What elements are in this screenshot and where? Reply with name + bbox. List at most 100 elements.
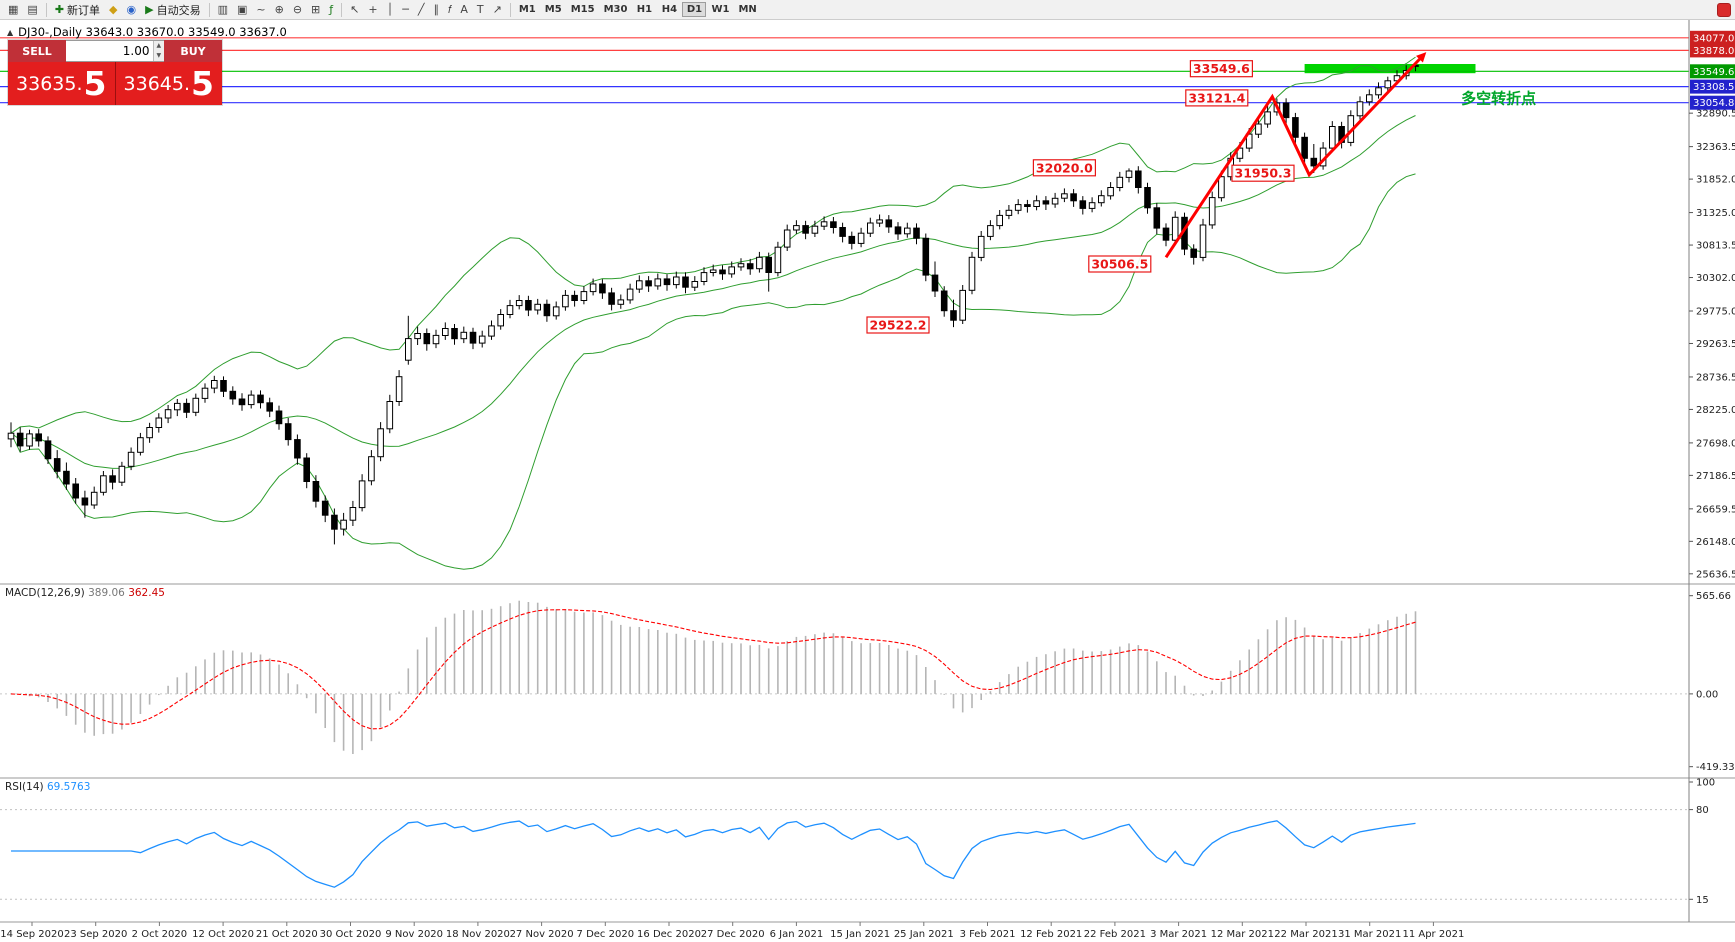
trendline-button[interactable]: ╱ bbox=[414, 1, 429, 19]
timeframe-d1[interactable]: D1 bbox=[682, 2, 707, 17]
candle-body bbox=[395, 376, 403, 403]
autotrade-label: 自动交易 bbox=[156, 3, 201, 17]
channel-icon: ∥ bbox=[433, 3, 439, 16]
label-tool-button[interactable]: T bbox=[473, 1, 488, 19]
candle-body bbox=[857, 232, 865, 244]
trend-zigzag-line[interactable] bbox=[1164, 57, 1422, 259]
candle-body bbox=[312, 481, 320, 502]
candle-body bbox=[950, 310, 957, 321]
candle-body bbox=[331, 514, 338, 530]
timeframe-h4[interactable]: H4 bbox=[661, 4, 678, 15]
candle-body bbox=[543, 303, 551, 317]
autotrade-button[interactable]: ▶ 自动交易 bbox=[141, 1, 204, 19]
candle-body bbox=[26, 433, 33, 447]
crosshair-icon: + bbox=[368, 3, 378, 16]
text-tool-button[interactable]: A bbox=[456, 1, 472, 19]
ask-price[interactable]: 33645. 5 bbox=[115, 62, 222, 105]
candle-body bbox=[636, 280, 643, 290]
date-label: 11 Apr 2021 bbox=[1402, 929, 1464, 940]
timeframe-h1[interactable]: H1 bbox=[636, 4, 653, 15]
crosshair-button[interactable]: + bbox=[364, 1, 381, 19]
candle-body bbox=[321, 500, 329, 516]
indicators-icon: ƒ bbox=[329, 3, 334, 16]
candle-body bbox=[894, 226, 902, 235]
date-label: 31 Mar 2021 bbox=[1338, 929, 1401, 940]
candle-body bbox=[904, 227, 911, 235]
collapse-one-click-icon[interactable]: ▲ bbox=[7, 27, 14, 37]
timeframe-m30[interactable]: M30 bbox=[603, 4, 628, 15]
price-axis-label: 32890.5 bbox=[1696, 109, 1735, 120]
arrow-tool-button[interactable]: ↗ bbox=[489, 1, 506, 19]
candle-body bbox=[284, 423, 292, 441]
new-chart-button[interactable]: ▦ bbox=[4, 1, 22, 19]
timeframe-m15[interactable]: M15 bbox=[570, 4, 595, 15]
ask-price-big-digit: 5 bbox=[191, 64, 214, 103]
arrange-windows-button[interactable]: ⊞ bbox=[307, 1, 324, 19]
candle-body bbox=[996, 214, 1004, 227]
rsi-axis-label: 15 bbox=[1696, 895, 1709, 906]
date-label: 6 Jan 2021 bbox=[770, 929, 824, 940]
timeframe-m1[interactable]: M1 bbox=[518, 4, 536, 15]
channel-button[interactable]: ∥ bbox=[429, 1, 443, 19]
candle-body bbox=[654, 278, 662, 287]
community-button[interactable]: ◉ bbox=[123, 1, 141, 19]
vertical-line-icon: │ bbox=[386, 3, 394, 16]
lot-spin-down-icon[interactable]: ▼ bbox=[153, 51, 164, 61]
community-icon: ◉ bbox=[126, 3, 137, 16]
candle-body bbox=[728, 266, 736, 275]
price-annotation-box bbox=[1231, 164, 1295, 182]
timeframe-m5[interactable]: M5 bbox=[544, 4, 562, 15]
candle-body bbox=[1153, 207, 1161, 229]
candle-body bbox=[922, 237, 930, 276]
chart-title: DJ30-,Daily 33643.0 33670.0 33549.0 3363… bbox=[18, 25, 287, 39]
fibonacci-button[interactable]: 𝑓 bbox=[444, 1, 455, 19]
candle-body bbox=[820, 221, 828, 227]
profiles-button[interactable]: ▤ bbox=[23, 1, 41, 19]
sell-button[interactable]: SELL bbox=[8, 40, 66, 62]
chinese-note-text[interactable]: 多空转折点 bbox=[1461, 90, 1536, 108]
candle-body bbox=[959, 289, 967, 321]
bid-price[interactable]: 33635. 5 bbox=[8, 62, 115, 105]
candle-body bbox=[137, 437, 144, 453]
candle-body bbox=[1135, 170, 1142, 188]
candle-body bbox=[1014, 204, 1022, 211]
date-label: 14 Sep 2020 bbox=[0, 929, 63, 940]
candle-body bbox=[44, 440, 52, 460]
timeframe-mn[interactable]: MN bbox=[738, 4, 757, 15]
lot-size-input[interactable] bbox=[66, 41, 153, 61]
candle-body bbox=[1329, 126, 1336, 149]
buy-button[interactable]: BUY bbox=[164, 40, 222, 62]
hline-button[interactable]: ─ bbox=[398, 1, 413, 19]
price-line-axis-badge bbox=[1690, 95, 1735, 110]
line-chart-button[interactable]: ~ bbox=[252, 1, 269, 19]
macd-label: MACD(12,26,9) 389.06 362.45 bbox=[5, 587, 165, 599]
candle-body bbox=[525, 300, 532, 311]
price-annotation-text: 33121.4 bbox=[1188, 90, 1245, 105]
date-label: 12 Mar 2021 bbox=[1211, 929, 1274, 940]
indicators-button[interactable]: ƒ bbox=[325, 1, 337, 19]
candle-body bbox=[885, 219, 893, 228]
timeframe-w1[interactable]: W1 bbox=[711, 4, 730, 15]
price-annotation-text: 30506.5 bbox=[1091, 257, 1148, 272]
vline-button[interactable]: │ bbox=[383, 1, 398, 19]
candle-body bbox=[1384, 80, 1392, 89]
candle-chart-button[interactable]: ▣ bbox=[233, 1, 251, 19]
lot-size-box: ▲ ▼ bbox=[66, 40, 164, 62]
zoom-out-button[interactable]: ⊖ bbox=[289, 1, 306, 19]
red-badge-icon[interactable] bbox=[1717, 2, 1731, 17]
bar-chart-button[interactable]: ▥ bbox=[214, 1, 232, 19]
new-order-button[interactable]: ✚ 新订单 bbox=[51, 1, 104, 19]
price-axis-label: 27698.0 bbox=[1696, 438, 1735, 449]
zoom-in-button[interactable]: ⊕ bbox=[271, 1, 288, 19]
main-chart[interactable]: 33549.6 33121.4 32020.0 31950.3 30506.5 29522… bbox=[0, 20, 1735, 942]
price-axis-label: 29263.5 bbox=[1696, 339, 1735, 350]
date-label: 15 Jan 2021 bbox=[830, 929, 890, 940]
resistance-zone[interactable] bbox=[1304, 64, 1476, 74]
news-button[interactable]: ◆ bbox=[105, 1, 121, 19]
lot-spin-up-icon[interactable]: ▲ bbox=[153, 41, 164, 51]
price-annotations-layer[interactable]: 33549.6 33121.4 32020.0 31950.3 30506.5 29522… bbox=[866, 60, 1295, 334]
cursor-button[interactable]: ↖ bbox=[346, 1, 363, 19]
candle-body bbox=[987, 225, 994, 237]
candle-body bbox=[746, 263, 754, 270]
price-annotation-text: 29522.2 bbox=[870, 318, 927, 333]
